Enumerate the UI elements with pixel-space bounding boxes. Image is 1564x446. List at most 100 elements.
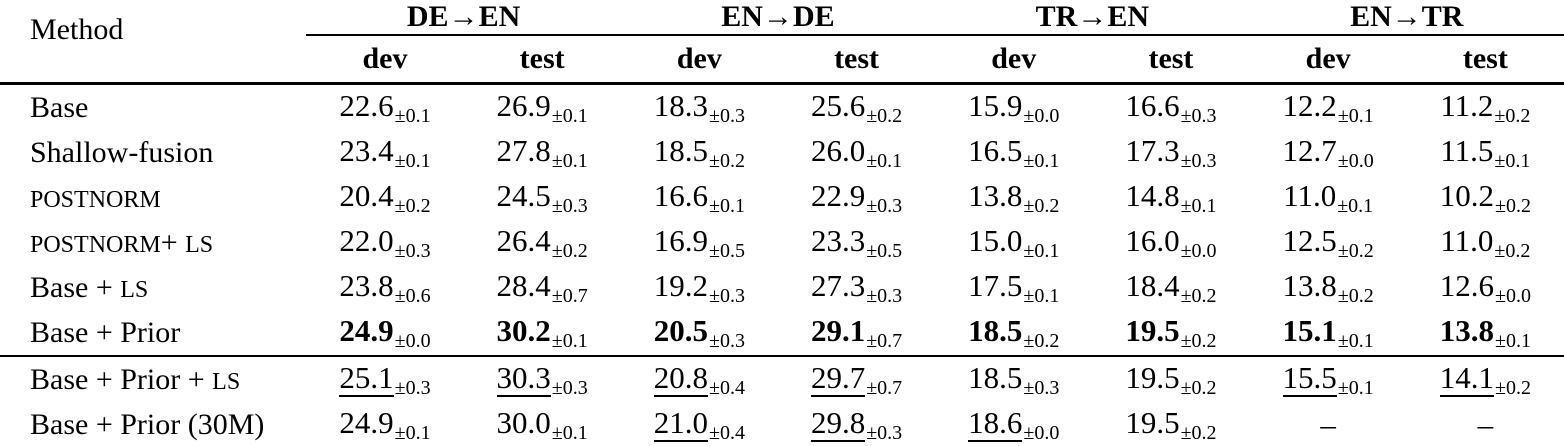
value-cell: 29.8±0.3 — [778, 402, 935, 446]
score-stddev: ±0.1 — [394, 149, 431, 172]
score-stddev: ±0.3 — [866, 284, 903, 307]
value-cell: 18.5±0.2 — [935, 310, 1092, 356]
score-value: 17.3 — [1125, 132, 1180, 168]
score-stddev: ±0.5 — [708, 239, 745, 262]
value-cell: 17.3±0.3 — [1092, 130, 1249, 175]
value-cell: 16.9±0.5 — [621, 220, 778, 265]
value-cell: 11.0±0.2 — [1407, 220, 1564, 265]
score-stddev: ±0.1 — [394, 104, 431, 127]
score-value: 30.3 — [496, 359, 551, 397]
score-value: 19.5 — [1125, 359, 1180, 395]
score-value: 16.9 — [653, 222, 708, 258]
score-stddev: ±0.1 — [551, 329, 588, 352]
score-value: 27.3 — [810, 267, 866, 303]
score-stddev: ±0.2 — [1337, 239, 1374, 262]
value-cell: 19.5±0.2 — [1092, 355, 1250, 402]
value-cell: 16.0±0.0 — [1092, 220, 1249, 265]
value-cell: 19.5±0.2 — [1092, 310, 1249, 356]
score-stddev: ±0.1 — [1023, 284, 1060, 307]
value-cell: 12.2±0.1 — [1250, 84, 1407, 131]
score-stddev: ±0.2 — [551, 239, 588, 262]
score-stddev: ±0.2 — [866, 104, 903, 127]
score-stddev: ±0.2 — [1180, 329, 1217, 352]
value-cell: 18.4±0.2 — [1092, 265, 1249, 310]
score-stddev: ±0.2 — [1023, 194, 1060, 217]
score-stddev: ±0.7 — [866, 376, 903, 399]
subheader-test: test — [463, 35, 621, 85]
score-value: 29.8 — [810, 404, 866, 442]
value-cell: 26.9±0.1 — [464, 84, 621, 131]
score-value: 26.4 — [496, 222, 551, 258]
value-cell: 19.2±0.3 — [621, 265, 778, 310]
value-cell: 16.6±0.1 — [621, 175, 778, 220]
score-value: 18.5 — [968, 359, 1023, 395]
score-value: 13.8 — [1282, 267, 1337, 303]
value-cell: 26.4±0.2 — [464, 220, 621, 265]
score-value: 11.2 — [1440, 87, 1494, 123]
score-value: 11.0 — [1283, 177, 1337, 213]
value-cell: 12.7±0.0 — [1250, 130, 1407, 175]
score-stddev: ±0.1 — [551, 149, 588, 172]
score-stddev: ±0.2 — [1495, 194, 1531, 217]
value-cell: 14.1±0.2 — [1406, 355, 1564, 402]
score-stddev: ±0.1 — [708, 194, 745, 217]
score-stddev: ±0.3 — [708, 104, 745, 127]
score-value: 15.1 — [1282, 312, 1337, 348]
group-header-row: Method DE→EN EN→DE TR→EN EN→TR — [0, 0, 1564, 85]
method-label-part: + — [160, 225, 186, 259]
value-cell: 18.3±0.3 — [621, 84, 778, 131]
score-value: 12.7 — [1282, 132, 1337, 168]
value-cell: 20.8±0.4 — [620, 355, 778, 402]
score-value: 23.3 — [810, 222, 866, 258]
score-value: 18.6 — [968, 404, 1023, 442]
score-stddev: ±0.1 — [866, 149, 903, 172]
score-value: 26.0 — [810, 132, 866, 168]
score-value: – — [1320, 406, 1336, 442]
value-cell: 20.5±0.3 — [621, 310, 778, 356]
score-value: 16.5 — [968, 132, 1023, 168]
score-value: 12.2 — [1282, 87, 1337, 123]
score-stddev: ±0.3 — [551, 194, 588, 217]
score-value: 30.0 — [496, 404, 551, 440]
table-row: POSTNORM+ LS 22.0±0.3 26.4±0.2 16.9±0.5 23.… — [0, 220, 1564, 265]
value-cell: 24.5±0.3 — [464, 175, 621, 220]
score-value: 27.8 — [496, 132, 551, 168]
score-value: 28.4 — [496, 267, 551, 303]
score-value: 11.0 — [1440, 222, 1494, 258]
value-cell: 25.6±0.2 — [778, 84, 935, 131]
value-cell: 26.0±0.1 — [778, 130, 935, 175]
value-cell: 14.8±0.1 — [1092, 175, 1249, 220]
value-cell: 13.8±0.2 — [1250, 265, 1407, 310]
score-value: 15.5 — [1282, 359, 1337, 397]
value-cell: – — [1250, 402, 1407, 446]
method-column-header: Method — [0, 0, 307, 85]
score-stddev: ±0.5 — [866, 239, 903, 262]
table-row: Base + Prior + LS 25.1±0.3 30.3±0.3 20.8±0… — [0, 355, 1564, 402]
method-cell: Base + Prior + LS — [0, 355, 307, 402]
value-cell: 24.9±0.1 — [306, 402, 463, 446]
score-stddev: ±0.2 — [1180, 421, 1217, 444]
score-stddev: ±0.6 — [394, 284, 431, 307]
subheader-test: test — [1406, 35, 1564, 85]
value-cell: 15.1±0.1 — [1250, 310, 1407, 356]
value-cell: 23.3±0.5 — [778, 220, 935, 265]
value-cell: 17.5±0.1 — [935, 265, 1092, 310]
value-cell: 18.5±0.3 — [935, 355, 1093, 402]
score-stddev: ±0.3 — [866, 421, 903, 444]
score-value: 25.6 — [810, 87, 866, 123]
score-stddev: ±0.1 — [1337, 104, 1374, 127]
value-cell: 15.9±0.0 — [935, 84, 1092, 131]
score-value: 21.0 — [653, 404, 708, 442]
score-stddev: ±0.1 — [394, 421, 431, 444]
table-row: Base 22.6±0.1 26.9±0.1 18.3±0.3 25.6±0.2 15.… — [0, 84, 1564, 131]
score-value: 19.2 — [653, 267, 708, 303]
value-cell: 24.9±0.0 — [306, 310, 463, 356]
value-cell: 20.4±0.2 — [306, 175, 463, 220]
value-cell: 30.0±0.1 — [464, 402, 621, 446]
method-label-part: LS — [120, 276, 149, 303]
score-value: 16.0 — [1125, 222, 1180, 258]
method-cell: Base + Prior (30M) — [0, 402, 306, 446]
score-value: 24.9 — [339, 312, 394, 348]
score-stddev: ±0.3 — [394, 376, 431, 399]
